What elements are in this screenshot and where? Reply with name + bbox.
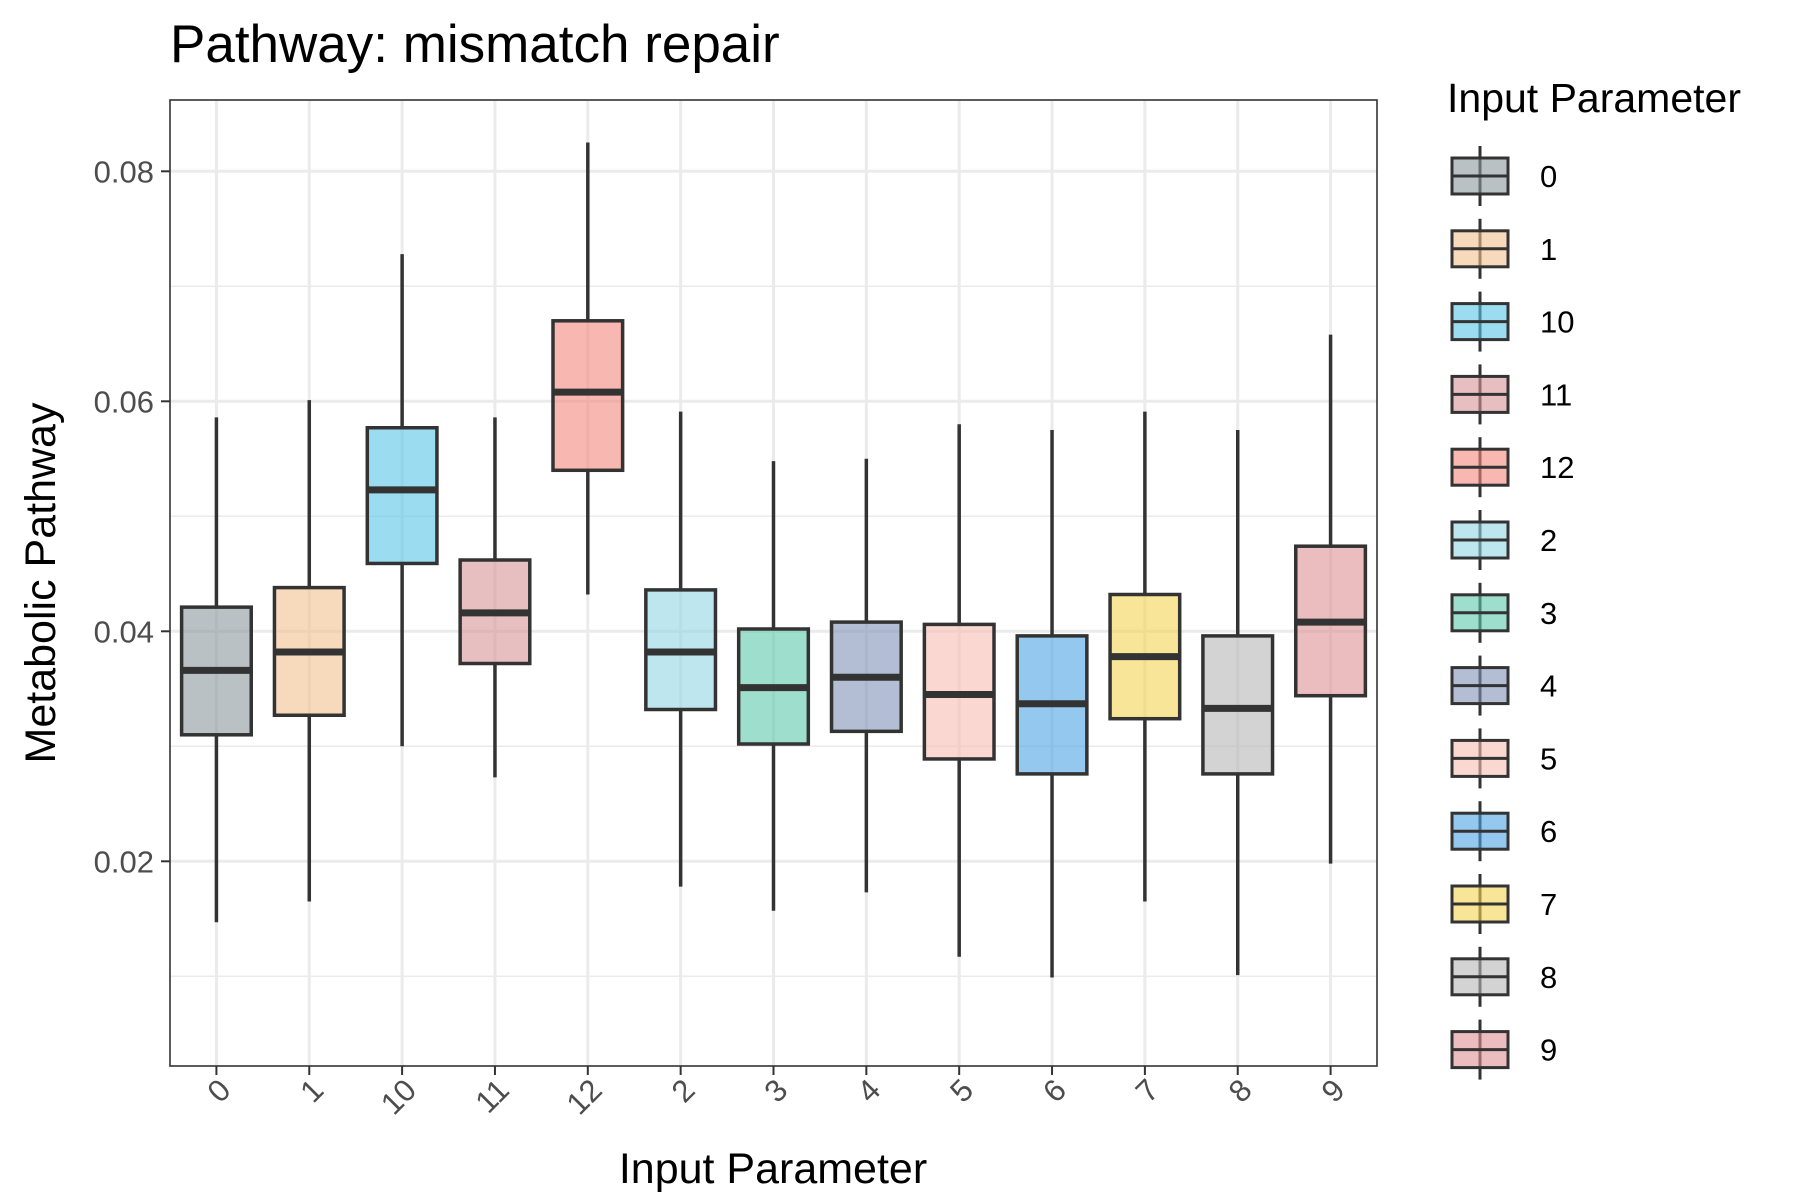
legend-item: 3 bbox=[1450, 582, 1557, 643]
legend-label: 10 bbox=[1540, 305, 1574, 340]
y-tick-label: 0.06 bbox=[94, 384, 154, 419]
box-iqr bbox=[365, 426, 439, 566]
legend-item: 7 bbox=[1450, 874, 1557, 934]
legend-label: 1 bbox=[1540, 232, 1557, 267]
box-1 bbox=[272, 400, 346, 902]
legend-item: 10 bbox=[1450, 291, 1574, 352]
box-3 bbox=[736, 461, 811, 911]
box-5 bbox=[922, 424, 996, 957]
box-12 bbox=[551, 142, 625, 595]
box-7 bbox=[1108, 411, 1182, 902]
y-axis-title: Metabolic Pathway bbox=[17, 402, 65, 763]
legend-label: 5 bbox=[1540, 741, 1557, 776]
x-axis-title: Input Parameter bbox=[619, 1145, 927, 1193]
legend-label: 2 bbox=[1540, 523, 1557, 558]
legend-item: 4 bbox=[1450, 655, 1557, 716]
y-tick-label: 0.02 bbox=[94, 844, 154, 879]
box-6 bbox=[1015, 430, 1089, 978]
legend-label: 11 bbox=[1540, 377, 1572, 412]
y-tick-label: 0.04 bbox=[94, 614, 154, 649]
box-8 bbox=[1201, 430, 1275, 976]
box-11 bbox=[458, 417, 532, 778]
legend-label: 9 bbox=[1540, 1033, 1557, 1068]
legend-title: Input Parameter bbox=[1447, 75, 1741, 121]
legend-label: 6 bbox=[1540, 814, 1557, 849]
legend-item: 12 bbox=[1450, 437, 1574, 498]
legend-item: 11 bbox=[1450, 364, 1572, 425]
box-0 bbox=[179, 417, 253, 923]
legend-label: 0 bbox=[1540, 159, 1557, 194]
legend-item: 5 bbox=[1450, 728, 1557, 789]
y-axis: 0.02 0.04 0.06 0.08 bbox=[94, 154, 170, 879]
box-2 bbox=[644, 411, 718, 887]
box-4 bbox=[829, 458, 903, 893]
box-10 bbox=[365, 254, 439, 747]
legend-label: 7 bbox=[1540, 887, 1557, 922]
legend-label: 8 bbox=[1540, 960, 1557, 995]
chart-title: Pathway: mismatch repair bbox=[170, 15, 780, 74]
legend-label: 12 bbox=[1540, 450, 1574, 485]
legend: Input Parameter 0 1 10 11 12 2 3 4 5 6 7 8 9 bbox=[1447, 75, 1741, 1080]
legend-item: 9 bbox=[1450, 1019, 1557, 1080]
legend-label: 3 bbox=[1540, 596, 1557, 631]
box-9 bbox=[1294, 334, 1368, 864]
legend-item: 1 bbox=[1450, 218, 1557, 279]
legend-item: 2 bbox=[1450, 510, 1557, 570]
legend-item: 0 bbox=[1450, 146, 1557, 206]
y-tick-label: 0.08 bbox=[94, 154, 154, 189]
legend-label: 4 bbox=[1540, 669, 1557, 704]
legend-item: 8 bbox=[1450, 946, 1557, 1007]
legend-item: 6 bbox=[1450, 801, 1557, 862]
boxes bbox=[179, 142, 1368, 978]
